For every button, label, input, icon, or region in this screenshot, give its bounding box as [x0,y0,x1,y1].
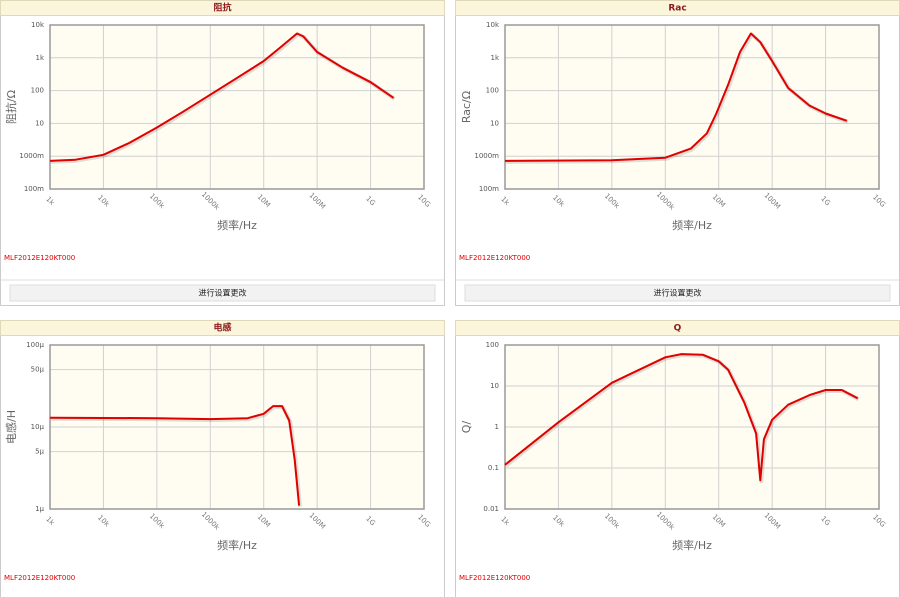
y-axis-label: 电感/H [5,410,18,444]
button-face[interactable] [9,284,436,302]
panel-title: Q [674,324,682,334]
plot-area [50,25,424,189]
x-axis-label: 频率/Hz [672,538,712,552]
button-label[interactable]: 进行设置更改 [199,288,247,298]
y-tick-label: 1k [35,54,44,62]
y-axis-label: 阻抗/Ω [4,90,18,124]
y-tick-label: 0.01 [483,505,499,513]
panel-header [0,320,445,336]
y-tick-label: 10k [486,21,500,29]
y-axis-label: Rac/Ω [460,91,473,123]
y-axis-label: Q/ [460,421,473,434]
y-tick-label: 50μ [31,366,45,374]
data-line [49,32,395,162]
plot-frame [504,344,880,510]
y-tick-label: 10 [35,119,44,127]
button-face[interactable] [464,284,891,302]
y-tick-label: 10 [490,382,499,390]
chart-panel: Q1k 10k 100k 1000k 10M 100M 1G 10G0.010.1110100… [455,320,900,597]
y-tick-label: 10 [490,119,499,127]
y-tick-label: 100m [479,185,499,193]
x-axis-label: 频率/Hz [672,218,712,232]
y-tick-label: 1 [495,423,499,431]
panel-title: 电感 [213,322,231,334]
y-tick-label: 1k [490,54,499,62]
y-tick-label: 0.1 [488,464,499,472]
y-tick-label: 1000m [474,152,499,160]
panel-title: Rac [668,4,686,14]
button-label[interactable]: 进行设置更改 [654,288,702,298]
part-number: MLF2012E120KT000 [4,574,75,582]
x-axis-label: 频率/Hz [217,218,257,232]
plot-frame [504,24,880,190]
y-tick-label: 1μ [35,505,44,513]
settings-button[interactable]: 进行设置更改 [464,284,891,302]
x-axis-label: 频率/Hz [217,538,257,552]
data-line [504,32,848,162]
settings-button[interactable]: 进行设置更改 [9,284,436,302]
y-tick-label: 1000m [19,152,44,160]
plot-frame [49,344,425,510]
part-number: MLF2012E120KT000 [459,254,530,262]
y-tick-label: 10μ [31,423,45,431]
y-tick-label: 100m [24,185,44,193]
panel-title: 阻抗 [213,2,231,14]
y-tick-label: 100μ [26,341,44,349]
y-tick-label: 100 [31,87,44,95]
y-tick-label: 100 [486,341,499,349]
y-tick-label: 100 [486,87,499,95]
plot-frame [49,24,425,190]
data-line [49,405,301,506]
plot-area [505,25,879,189]
data-line [504,353,859,482]
part-number: MLF2012E120KT000 [459,574,530,582]
panel-header [0,0,445,16]
y-tick-label: 5μ [35,448,44,456]
part-number: MLF2012E120KT000 [4,254,75,262]
y-tick-label: 10k [31,21,45,29]
